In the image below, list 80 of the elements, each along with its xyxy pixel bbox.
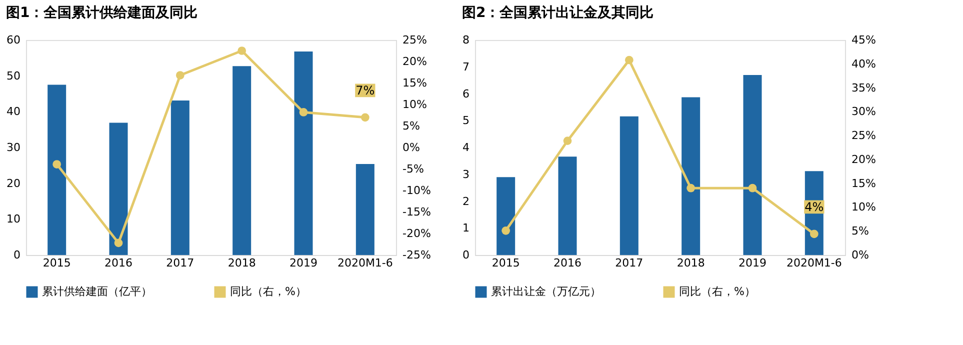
x-tick-label: 2015 (42, 256, 71, 270)
bar (620, 116, 638, 255)
y2-tick-label: -5% (402, 162, 424, 176)
y2-tick-label: 25% (402, 34, 427, 46)
y-tick-label: 30 (6, 141, 20, 154)
y2-tick-label: 10% (852, 200, 876, 214)
x-tick-label: 2017 (615, 256, 644, 270)
y2-tick-label: 5% (402, 120, 420, 132)
y2-tick-label: -10% (402, 184, 431, 197)
y-tick-label: 60 (6, 34, 20, 46)
x-tick-label: 2018 (676, 256, 705, 270)
chart-title: 图2：全国累计出让金及其同比 (462, 5, 654, 21)
y2-tick-label: 45% (852, 34, 876, 46)
y2-tick-label: 30% (852, 105, 876, 118)
y2-tick-label: 15% (852, 176, 876, 190)
point (563, 136, 572, 145)
y2-tick-label: 0% (402, 141, 420, 154)
point (810, 230, 818, 238)
x-tick-label: 2019 (290, 256, 318, 270)
bar (170, 100, 190, 255)
bar (558, 156, 577, 255)
bar (109, 122, 128, 255)
y-tick-label: 1 (462, 222, 470, 235)
y-tick-label: 7 (462, 60, 470, 74)
y2-tick-label: -20% (402, 227, 431, 240)
y-tick-label: 0 (14, 248, 20, 262)
bar (682, 97, 700, 255)
y-tick-label: 8 (462, 34, 470, 46)
y-tick-label: 5 (462, 114, 470, 128)
legend-label: 累计出让金（万亿元） (491, 285, 601, 298)
bar (743, 74, 762, 255)
x-tick-label: 2019 (738, 256, 766, 270)
bar (48, 84, 66, 255)
point (686, 184, 696, 192)
x-tick-label: 2015 (492, 256, 520, 270)
y-tick-label: 20 (6, 176, 20, 190)
y-tick-label: 2 (462, 194, 470, 208)
x-tick-label: 2017 (166, 256, 194, 270)
y2-tick-label: 25% (852, 129, 876, 142)
y2-tick-label: 40% (852, 57, 876, 70)
legend-label: 同比（右，%） (679, 285, 756, 298)
data-label: 4% (804, 200, 824, 214)
y2-tick-label: 10% (402, 98, 427, 111)
y2-tick-label: 5% (852, 224, 869, 238)
legend-label: 同比（右，%） (230, 285, 306, 298)
bar (232, 66, 252, 255)
y2-tick-label: 15% (402, 76, 427, 90)
point (748, 184, 757, 192)
y-tick-label: 50 (6, 69, 20, 82)
y2-tick-label: 35% (852, 81, 876, 94)
y2-tick-label: 20% (402, 55, 427, 68)
bar (356, 164, 374, 255)
x-tick-label: 2016 (104, 256, 132, 270)
x-tick-label: 2016 (554, 256, 582, 270)
y-tick-label: 0 (462, 248, 470, 262)
y-tick-label: 10 (6, 212, 20, 226)
point (299, 108, 308, 116)
chart-title: 图1：全国累计供给建面及同比 (6, 5, 198, 21)
point (52, 160, 62, 168)
point (502, 226, 510, 235)
point (624, 56, 634, 64)
y2-tick-label: -15% (402, 206, 431, 218)
point (176, 71, 184, 80)
point (114, 238, 123, 248)
y-tick-label: 3 (462, 168, 470, 181)
point (238, 46, 246, 55)
data-label: 7% (356, 83, 375, 98)
bar (496, 177, 516, 255)
y-tick-label: 4 (462, 141, 470, 154)
x-tick-label: 2020M1-6 (337, 256, 393, 270)
y-tick-label: 6 (462, 87, 470, 100)
y2-tick-label: 20% (852, 152, 876, 166)
x-tick-label: 2018 (228, 256, 256, 270)
legend-label: 累计供给建面（亿平） (42, 285, 152, 298)
y-tick-label: 40 (6, 105, 20, 118)
bar (294, 51, 313, 255)
x-tick-label: 2020M1-6 (786, 256, 842, 270)
point (360, 113, 370, 122)
y2-tick-label: -25% (402, 248, 431, 262)
y2-tick-label: 0% (852, 248, 869, 262)
